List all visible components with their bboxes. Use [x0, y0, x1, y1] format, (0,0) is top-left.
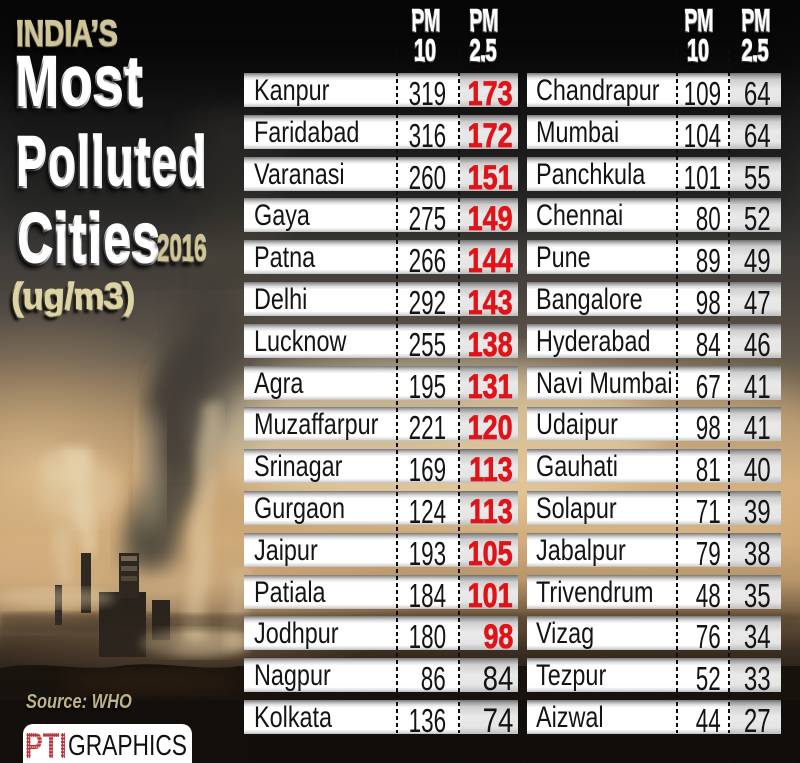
svg-text:GRAPHICS: GRAPHICS: [68, 730, 187, 762]
svg-text:PTI: PTI: [25, 726, 67, 763]
